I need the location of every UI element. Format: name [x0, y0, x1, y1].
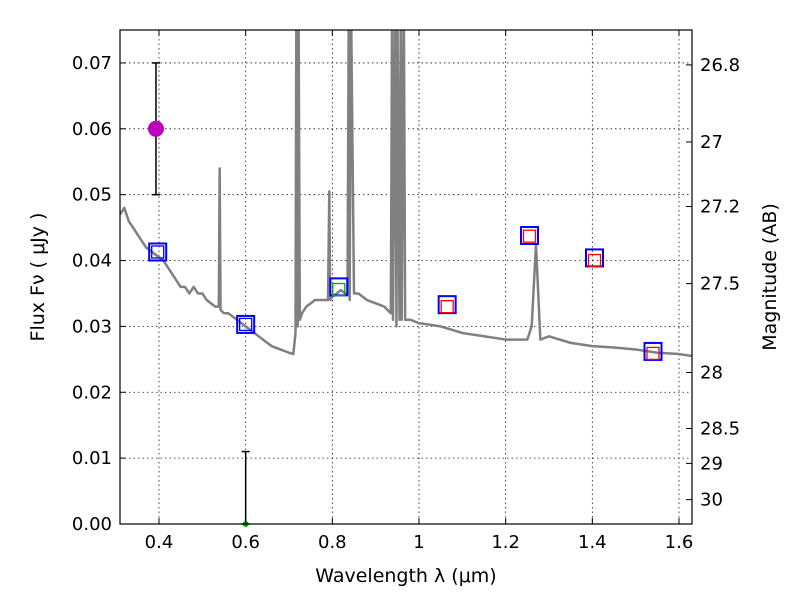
- observed-point: [148, 242, 168, 262]
- model-point: [332, 282, 346, 297]
- x-tick-label: 0.8: [318, 532, 347, 553]
- observed-point: [520, 226, 539, 246]
- y-tick-label: 0.02: [72, 382, 112, 403]
- x-tick-label: 1.2: [491, 532, 520, 553]
- y-tick-label: 0.04: [72, 251, 112, 272]
- mag-tick-label: 29: [700, 453, 723, 474]
- mag-tick-label: 28: [700, 363, 723, 384]
- model-point: [646, 346, 660, 361]
- mag-tick-label: 28.5: [700, 418, 740, 439]
- y-axis-label: Flux Fν ( μJy ): [27, 213, 49, 342]
- y-tick-label: 0.00: [72, 514, 112, 535]
- axis-ticks: 0.4 0.6 0.8 1 1.2 1.4 1.6 0.00 0.01 0.02 0.03 0.04 0…: [72, 30, 740, 553]
- x-tick-label: 0.4: [145, 532, 174, 553]
- x-tick-label: 0.6: [231, 532, 260, 553]
- model-point: [587, 253, 602, 268]
- y-tick-label: 0.05: [72, 185, 112, 206]
- plot-frame: [119, 29, 693, 525]
- mag-tick-label: 26.8: [700, 55, 740, 76]
- right-axis-label: Magnitude (AB): [759, 203, 781, 351]
- mag-tick-label: 27.5: [700, 274, 740, 295]
- model-point: [151, 245, 165, 259]
- x-tick-label: 1.4: [578, 532, 607, 553]
- y-tick-label: 0.07: [72, 53, 112, 74]
- mag-tick-label: 30: [700, 490, 723, 511]
- x-axis-label: Wavelength λ (μm): [315, 565, 496, 587]
- y-tick-label: 0.03: [72, 316, 112, 337]
- model-point: [239, 317, 253, 332]
- data-point: [147, 120, 164, 137]
- x-tick-label: 1.6: [665, 532, 694, 553]
- mag-tick-label: 27.2: [700, 197, 740, 218]
- spectrum-layer: [120, 30, 692, 358]
- y-tick-label: 0.01: [72, 448, 112, 469]
- spectrum-line: [120, 30, 692, 358]
- model-point: [440, 299, 454, 314]
- x-tick-label: 1: [413, 532, 424, 553]
- y-tick-label: 0.06: [72, 119, 112, 140]
- model-point: [522, 229, 537, 243]
- observed-point: [236, 314, 256, 334]
- mag-tick-label: 27: [700, 132, 723, 153]
